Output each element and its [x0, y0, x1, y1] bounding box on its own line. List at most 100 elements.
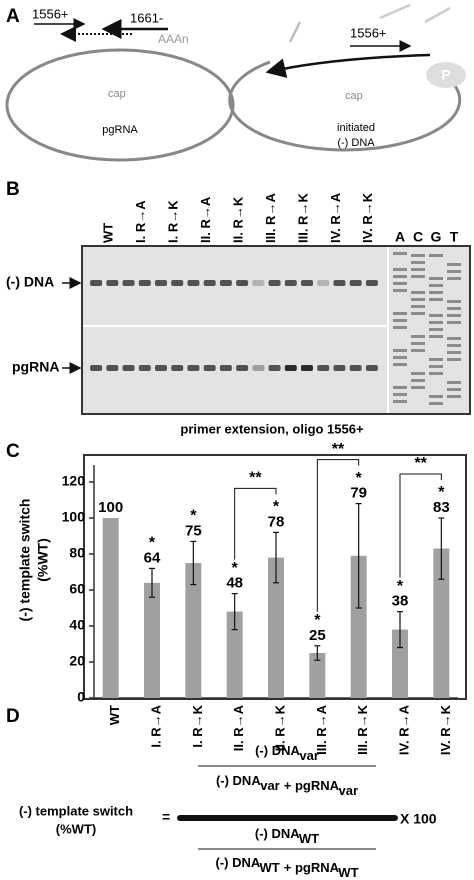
ladder-band	[411, 386, 425, 389]
x-tick-label: IV. R→K	[438, 704, 453, 755]
value-label: 78	[268, 513, 285, 530]
ladder-band	[411, 342, 425, 345]
bracket	[399, 473, 442, 578]
significance: *	[149, 535, 156, 552]
x-tick-label: II. R→K	[272, 704, 287, 751]
deco-line	[424, 6, 451, 24]
ladder-band	[429, 358, 443, 361]
band	[317, 280, 330, 286]
ladder-band	[429, 314, 443, 317]
primer-label: 1661-	[130, 10, 163, 25]
ladder-band	[447, 263, 461, 266]
ladder-band	[393, 312, 407, 315]
ladder-band	[393, 282, 407, 285]
value-label: 48	[226, 575, 243, 592]
ladder-band	[411, 305, 425, 308]
term-subscript: var	[299, 748, 319, 763]
band	[122, 365, 135, 371]
bar	[309, 653, 326, 698]
panel-label: C	[6, 441, 20, 462]
ladder-band	[447, 270, 461, 273]
band	[284, 280, 297, 286]
primer-label: 1556+	[32, 6, 69, 21]
value-label: 75	[185, 522, 202, 539]
y-tick-label: 100	[62, 509, 86, 525]
ladder-band	[411, 349, 425, 352]
band	[317, 365, 330, 371]
ladder-band	[429, 335, 443, 338]
protein	[426, 62, 466, 88]
band	[365, 280, 378, 286]
bracket	[234, 487, 277, 560]
band	[333, 365, 346, 371]
bar	[144, 582, 160, 698]
tail-label: AAAn	[158, 32, 189, 46]
bar	[102, 518, 119, 698]
term-text: + pgRNA	[284, 778, 340, 793]
ladder-band	[411, 291, 425, 294]
term-subscript: var	[260, 778, 280, 793]
ladder-band	[429, 372, 443, 375]
lane-label: WT	[101, 223, 116, 243]
y-tick-label: 0	[77, 689, 85, 705]
ladder-band	[429, 291, 443, 294]
band	[106, 365, 119, 371]
ladder-band	[429, 254, 443, 257]
band	[284, 365, 297, 371]
ladder-band	[411, 275, 425, 278]
ladder-band	[429, 402, 443, 405]
ladder-band	[393, 400, 407, 403]
lane-label: IV. R→A	[328, 192, 343, 243]
ladder-band	[429, 298, 443, 301]
significance: **	[332, 441, 345, 458]
times: X 100	[400, 811, 437, 827]
band	[155, 280, 167, 286]
ladder-band	[393, 356, 407, 359]
y-tick-label: 20	[69, 653, 85, 669]
ladder-band	[411, 372, 425, 375]
sequencing-label: A	[395, 229, 405, 245]
band	[268, 280, 281, 286]
protein-label: P	[441, 67, 450, 83]
formula-label: (%WT)	[56, 821, 96, 836]
significance: *	[232, 560, 239, 577]
ladder-band	[447, 395, 461, 398]
ladder-band	[447, 381, 461, 384]
significance: *	[273, 499, 280, 516]
significance: *	[438, 484, 445, 501]
caption: primer extension, oligo 1556+	[180, 421, 364, 436]
y-tick-label: 80	[69, 545, 85, 561]
term-text: (-) DNA	[216, 773, 261, 788]
ladder-band	[447, 337, 461, 340]
ladder-band	[447, 351, 461, 354]
y-axis-label: (-) template switch	[17, 499, 33, 622]
band	[219, 280, 232, 286]
band	[268, 365, 281, 371]
ladder-band	[429, 321, 443, 324]
formula-term: (-) DNAWT + pgRNAWT	[215, 855, 358, 880]
primer-label: 1556+	[350, 25, 387, 40]
rna-name: (-) DNA	[337, 137, 375, 149]
ladder-band	[393, 363, 407, 366]
x-tick-label: I. R→K	[190, 704, 205, 747]
value-label: 79	[350, 485, 367, 502]
panel-label: B	[6, 179, 20, 200]
ladder-band	[447, 314, 461, 317]
ladder-band	[411, 261, 425, 264]
ladder-band	[429, 365, 443, 368]
band	[236, 365, 249, 371]
formula-term: (-) DNAvar + pgRNAvar	[216, 773, 358, 798]
equals: =	[162, 809, 170, 825]
band	[252, 280, 265, 286]
bar	[268, 557, 284, 698]
significance: **	[249, 470, 262, 487]
rna-circle	[228, 60, 462, 152]
band	[236, 280, 249, 286]
term-text: + pgRNA	[284, 860, 340, 875]
ladder-band	[411, 335, 425, 338]
ladder-band	[393, 386, 407, 389]
formula: (-) DNAvar(-) DNAvar + pgRNAvar(-) DNAWT(…	[215, 743, 358, 880]
bar	[433, 548, 450, 698]
y-tick-label: 60	[69, 581, 85, 597]
band	[90, 365, 103, 371]
